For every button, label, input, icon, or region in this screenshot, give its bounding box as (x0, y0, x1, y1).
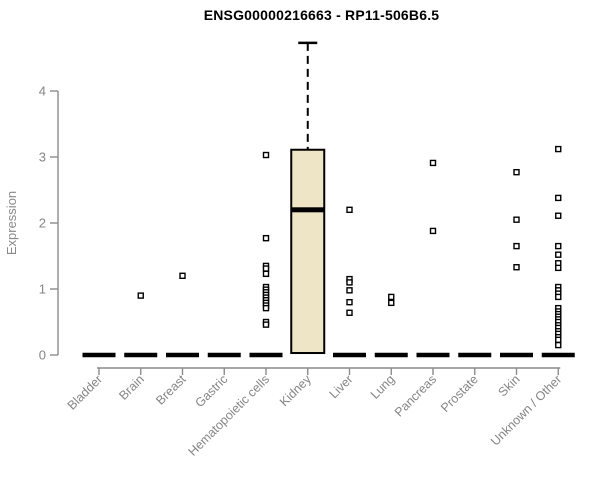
x-tick-label-kidney: Kidney (277, 372, 314, 409)
y-tick-label: 4 (39, 84, 46, 99)
outlier-point-breast (179, 272, 186, 279)
outlier-point-hematopoietic-cells (262, 270, 270, 278)
collapsed-box-skin (500, 352, 533, 358)
outlier-point-lung (388, 293, 395, 301)
x-tick-label-breast: Breast (153, 372, 189, 408)
x-tick-label-lung: Lung (368, 372, 398, 402)
collapsed-box-gastric (207, 352, 241, 358)
outlier-point-skin (513, 264, 520, 271)
outlier-point-liver (346, 279, 353, 286)
x-tick-label-liver: Liver (327, 372, 356, 401)
y-tick-label: 2 (39, 216, 46, 231)
median-line-kidney (291, 207, 325, 213)
outlier-point-hematopoietic-cells (262, 151, 270, 159)
outlier-point-unknown-other (555, 251, 562, 258)
x-tick-label-bladder: Bladder (65, 372, 105, 412)
x-tick-label-unknown-other: Unknown / Other (488, 372, 564, 448)
outlier-point-hematopoietic-cells (262, 265, 270, 272)
outlier-point-liver (346, 206, 353, 214)
outlier-point-hematopoietic-cells (262, 304, 270, 312)
collapsed-box-hematopoietic-cells (249, 352, 283, 358)
outlier-point-unknown-other (555, 145, 562, 153)
outlier-point-unknown-other (555, 264, 562, 272)
x-tick-label-brain: Brain (116, 372, 147, 403)
outlier-point-unknown-other (555, 212, 562, 219)
outlier-point-liver (346, 309, 353, 316)
collapsed-box-pancreas (416, 352, 450, 358)
outlier-point-skin (513, 242, 520, 250)
collapsed-box-bladder (82, 352, 116, 358)
outlier-point-unknown-other (555, 194, 562, 202)
x-tick-label-skin: Skin (496, 372, 523, 399)
collapsed-box-prostate (458, 352, 492, 358)
collapsed-box-lung (374, 352, 408, 358)
collapsed-box-unknown-other (541, 352, 575, 358)
y-tick-label: 1 (39, 282, 46, 297)
outlier-point-skin (513, 216, 520, 223)
outlier-point-unknown-other (555, 336, 562, 344)
outlier-point-unknown-other (555, 242, 562, 250)
outlier-point-hematopoietic-cells (262, 321, 270, 328)
x-tick-label-hematopoietic-cells: Hematopoietic cells (186, 372, 273, 459)
outlier-point-skin (513, 168, 520, 176)
outlier-point-liver (346, 299, 353, 306)
outlier-point-lung (388, 299, 395, 307)
y-tick-label: 3 (39, 150, 46, 165)
outlier-point-brain (137, 292, 144, 299)
box-kidney (290, 148, 326, 355)
chart-title: ENSG00000216663 - RP11-506B6.5 (203, 7, 440, 23)
outlier-point-pancreas (429, 227, 437, 235)
outlier-point-hematopoietic-cells (262, 234, 270, 242)
outlier-point-liver (346, 287, 353, 294)
x-tick-label-pancreas: Pancreas (392, 372, 439, 419)
collapsed-box-breast (166, 352, 199, 358)
x-tick-label-prostate: Prostate (438, 372, 481, 415)
y-tick-label: 0 (39, 348, 46, 363)
outlier-point-unknown-other (555, 293, 562, 301)
outlier-point-pancreas (429, 159, 437, 167)
collapsed-box-brain (124, 352, 158, 358)
outlier-point-unknown-other (555, 341, 562, 349)
x-tick-label-gastric: Gastric (192, 372, 230, 410)
collapsed-box-liver (333, 352, 366, 358)
